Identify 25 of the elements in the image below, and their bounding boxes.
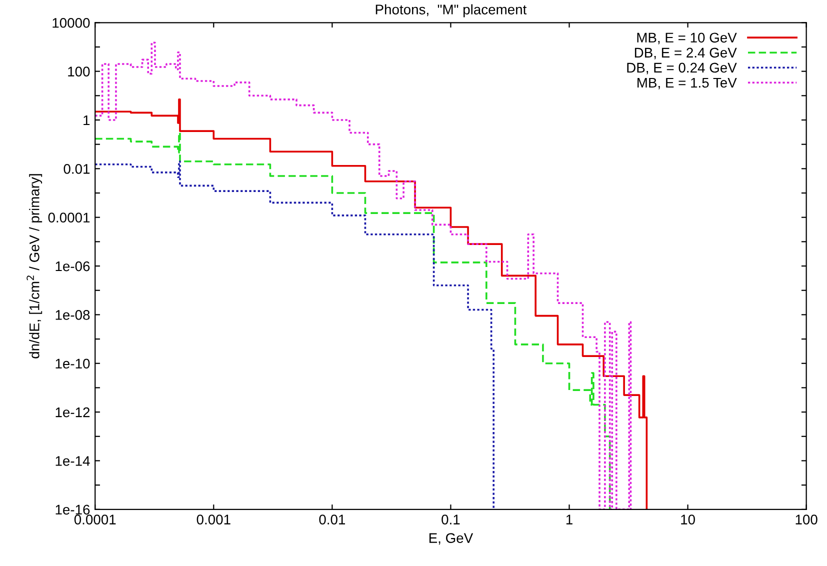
x-axis-title: E, GeV bbox=[429, 533, 474, 545]
x-tick-label: 0.001 bbox=[196, 514, 230, 524]
x-tick-label: 100 bbox=[796, 514, 818, 524]
y-axis-title: dn/dE, [1/cm$^{2}$ / GeV / primary] bbox=[26, 174, 42, 358]
x-tick-label: 1 bbox=[566, 514, 572, 524]
y-tick-label: 1e-14 bbox=[56, 456, 90, 466]
legend-label: MB, E = 1.5 TeV bbox=[638, 78, 737, 90]
legend-label: DB, E = 0.24 GeV bbox=[627, 62, 737, 74]
y-tick-label: 1e-08 bbox=[56, 310, 90, 320]
y-tick-label: 0.0001 bbox=[48, 212, 90, 223]
legend-label: DB, E = 2.4 GeV bbox=[634, 48, 737, 60]
legend-label: MB, E = 10 GeV bbox=[637, 32, 737, 44]
y-tick-label: 100 bbox=[68, 66, 90, 76]
x-tick-label: 0.0001 bbox=[74, 514, 116, 524]
x-tick-label: 10 bbox=[681, 514, 695, 524]
chart-title: Photons, "M" placement bbox=[376, 4, 527, 18]
y-tick-label: 1e-12 bbox=[56, 407, 90, 418]
y-tick-label: 1 bbox=[84, 115, 90, 126]
y-tick-label: 1e-10 bbox=[56, 358, 90, 369]
y-tick-label: 10000 bbox=[52, 18, 90, 28]
y-tick-label: 1e-06 bbox=[56, 261, 90, 272]
x-tick-label: 0.01 bbox=[319, 514, 346, 524]
y-tick-label: 0.01 bbox=[64, 164, 90, 174]
y-tick-label: 1e-16 bbox=[56, 504, 90, 515]
x-tick-label: 0.1 bbox=[442, 514, 460, 524]
